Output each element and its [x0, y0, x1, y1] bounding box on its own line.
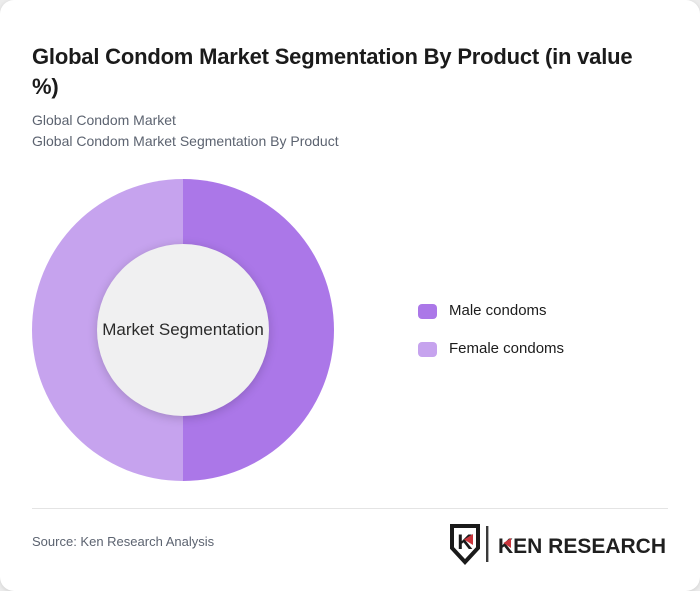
- male-condoms-swatch-icon: [418, 303, 437, 319]
- legend-label: Male condoms: [449, 302, 547, 319]
- legend-item-male-condoms[interactable]: Male condoms: [418, 303, 564, 319]
- donut-center: Market Segmentation: [97, 244, 269, 416]
- source-text: Source: Ken Research Analysis: [32, 534, 215, 549]
- female-condoms-swatch-icon: [418, 341, 437, 357]
- subtitle-line-segmentation: Global Condom Market Segmentation By Pro…: [32, 133, 339, 149]
- svg-text:KEN RESEARCH: KEN RESEARCH: [498, 535, 666, 558]
- subtitle-line-market: Global Condom Market: [32, 112, 176, 128]
- donut-center-label: Market Segmentation: [102, 320, 264, 339]
- page-title: Global Condom Market Segmentation By Pro…: [32, 43, 633, 99]
- legend-item-female-condoms[interactable]: Female condoms: [418, 341, 564, 357]
- k-shield-icon: K: [450, 524, 480, 565]
- donut-chart[interactable]: Market Segmentation: [32, 179, 334, 481]
- logo-wordmark: KEN RESEARCH: [498, 535, 666, 558]
- chart-subtitle: Global Condom Market Global Condom Marke…: [32, 110, 339, 152]
- ken-research-logo: K KEN RESEARCH: [450, 524, 666, 565]
- logo-separator: [486, 526, 489, 562]
- legend-label: Female condoms: [449, 340, 565, 357]
- footer-divider: [32, 508, 668, 509]
- chart-legend: Male condoms Female condoms: [418, 303, 564, 379]
